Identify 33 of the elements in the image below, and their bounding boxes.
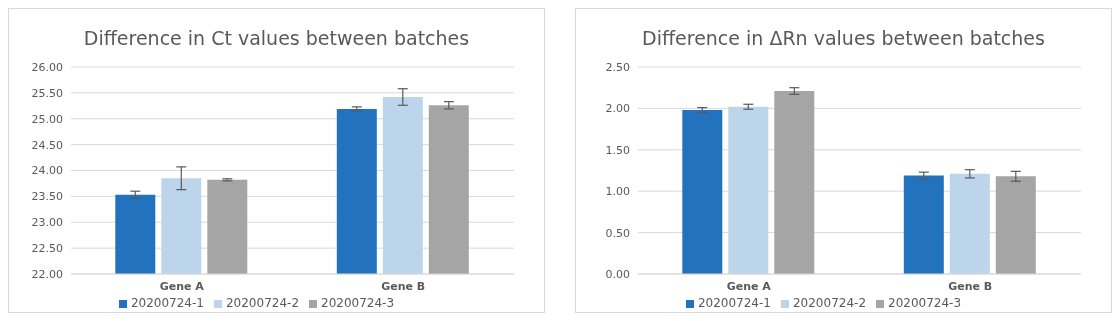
y-tick-label: 1.00: [605, 185, 630, 199]
y-tick-label: 25.00: [31, 112, 63, 126]
y-tick-label: 0.00: [605, 267, 630, 281]
legend-label: 20200724-3: [888, 296, 962, 310]
y-tick-label: 22.50: [31, 242, 63, 256]
y-tick-label: 2.00: [605, 102, 630, 116]
x-tick-label: Gene A: [159, 279, 205, 293]
bar: [682, 110, 723, 274]
y-tick-label: 2.50: [605, 60, 630, 74]
y-tick-label: 1.50: [605, 143, 630, 157]
y-tick-label: 25.50: [31, 86, 63, 100]
y-tick-label: 23.50: [31, 190, 63, 204]
bar: [995, 176, 1036, 274]
y-tick-label: 22.00: [31, 267, 63, 281]
legend-label: 20200724-1: [130, 296, 204, 310]
y-tick-label: 23.00: [31, 216, 63, 230]
legend-label: 20200724-3: [321, 296, 395, 310]
x-tick-label: Gene A: [726, 279, 772, 293]
x-tick-label: Gene B: [381, 279, 426, 293]
y-tick-label: 24.00: [31, 164, 63, 178]
legend-label: 20200724-2: [225, 296, 300, 310]
bar: [903, 175, 944, 274]
bar: [774, 91, 815, 274]
y-tick-label: 24.50: [31, 138, 63, 152]
chart-title: Difference in ΔRn values between batches: [641, 27, 1046, 51]
chart-title: Difference in Ct values between batches: [82, 27, 471, 51]
bar: [728, 106, 769, 274]
legend-label: 20200724-1: [697, 296, 771, 310]
legend-label: 20200724-2: [792, 296, 867, 310]
y-tick-label: 0.50: [605, 226, 630, 240]
y-tick-label: 26.00: [31, 60, 63, 74]
bar: [949, 173, 990, 274]
x-tick-label: Gene B: [948, 279, 993, 293]
